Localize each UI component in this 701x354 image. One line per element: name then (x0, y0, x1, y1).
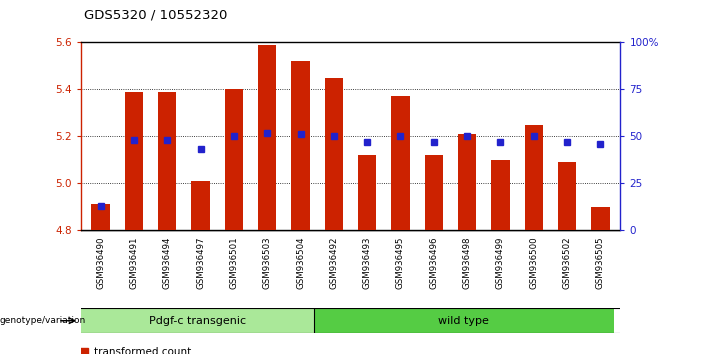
Text: GDS5320 / 10552320: GDS5320 / 10552320 (84, 8, 228, 21)
Text: GSM936503: GSM936503 (263, 236, 272, 289)
Text: GSM936491: GSM936491 (130, 236, 138, 289)
Text: GSM936499: GSM936499 (496, 236, 505, 289)
Text: wild type: wild type (438, 316, 489, 326)
Text: genotype/variation: genotype/variation (0, 316, 86, 325)
Text: GSM936492: GSM936492 (329, 236, 339, 289)
Text: GSM936495: GSM936495 (396, 236, 405, 289)
Bar (225, 90, 243, 230)
Bar (425, 155, 443, 230)
Text: GSM936493: GSM936493 (362, 236, 372, 289)
Bar (125, 92, 143, 230)
Text: GSM936496: GSM936496 (429, 236, 438, 289)
Bar (591, 207, 610, 230)
Bar (491, 160, 510, 230)
Bar (292, 61, 310, 230)
Bar (391, 96, 409, 230)
Bar (158, 92, 177, 230)
Text: transformed count: transformed count (94, 347, 191, 354)
Bar (191, 181, 210, 230)
Text: GSM936505: GSM936505 (596, 236, 605, 289)
Bar (314, 308, 613, 333)
Text: GSM936501: GSM936501 (229, 236, 238, 289)
Text: GSM936504: GSM936504 (296, 236, 305, 289)
Text: GSM936500: GSM936500 (529, 236, 538, 289)
Bar (458, 134, 476, 230)
Text: GSM936490: GSM936490 (96, 236, 105, 289)
Text: Pdgf-c transgenic: Pdgf-c transgenic (149, 316, 246, 326)
Bar (81, 308, 314, 333)
Text: GSM936497: GSM936497 (196, 236, 205, 289)
Bar (558, 162, 576, 230)
Text: GSM936502: GSM936502 (563, 236, 571, 289)
Bar (91, 204, 110, 230)
Bar (325, 78, 343, 230)
Bar (358, 155, 376, 230)
Bar (524, 125, 543, 230)
Bar (258, 45, 276, 230)
Text: GSM936494: GSM936494 (163, 236, 172, 289)
Text: GSM936498: GSM936498 (463, 236, 472, 289)
